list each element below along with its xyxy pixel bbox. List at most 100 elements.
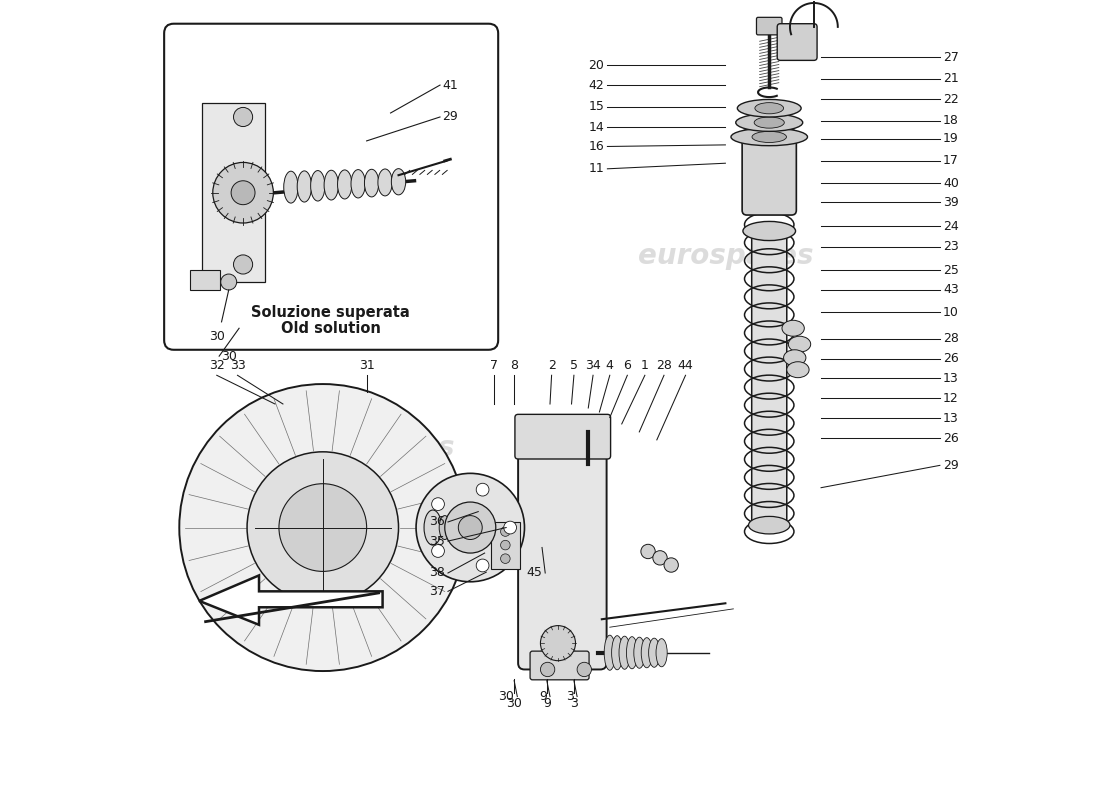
Circle shape [500,540,510,550]
Circle shape [233,107,253,126]
Text: 19: 19 [943,132,959,145]
Circle shape [431,498,444,510]
Ellipse shape [284,171,298,203]
Circle shape [504,521,517,534]
Circle shape [540,662,554,677]
Text: 2: 2 [548,359,556,372]
Text: 14: 14 [588,121,604,134]
Ellipse shape [604,635,615,670]
Circle shape [233,255,253,274]
FancyBboxPatch shape [201,103,265,282]
Text: eurospares: eurospares [638,242,813,270]
Ellipse shape [392,169,406,195]
Text: 38: 38 [429,566,444,579]
FancyBboxPatch shape [751,230,786,526]
Text: 3: 3 [566,690,574,703]
Text: 4: 4 [606,359,614,372]
Circle shape [179,384,466,671]
Text: 13: 13 [943,412,959,425]
Ellipse shape [786,362,810,378]
Text: 30: 30 [506,697,522,710]
Text: 5: 5 [570,359,578,372]
Text: 30: 30 [498,690,514,703]
Text: 31: 31 [359,359,374,372]
Ellipse shape [748,516,790,534]
Ellipse shape [626,637,638,669]
Ellipse shape [752,131,786,142]
Text: 10: 10 [943,306,959,319]
Ellipse shape [612,636,623,670]
Ellipse shape [378,169,393,196]
Text: 29: 29 [943,459,959,472]
FancyBboxPatch shape [164,24,498,350]
Text: Old solution: Old solution [280,322,381,336]
Circle shape [476,559,490,572]
Text: 1: 1 [641,359,649,372]
Text: 35: 35 [429,534,444,548]
Ellipse shape [742,222,795,241]
Polygon shape [199,575,383,625]
Ellipse shape [656,638,668,666]
Ellipse shape [783,350,806,366]
Ellipse shape [439,515,450,539]
Text: 28: 28 [943,332,959,345]
Text: 22: 22 [943,93,959,106]
Circle shape [416,474,525,582]
Ellipse shape [755,102,783,114]
Text: Soluzione superata: Soluzione superata [252,306,410,320]
Circle shape [476,483,490,496]
Text: 30: 30 [209,330,224,343]
Text: 32: 32 [209,359,224,372]
Ellipse shape [364,170,378,197]
Text: 44: 44 [678,359,693,372]
Ellipse shape [641,544,656,558]
Ellipse shape [732,128,807,146]
Text: 40: 40 [943,177,959,190]
FancyBboxPatch shape [491,522,519,569]
Text: 23: 23 [943,241,959,254]
Ellipse shape [310,170,324,201]
Text: 33: 33 [230,359,245,372]
Circle shape [540,626,575,661]
Text: 8: 8 [510,359,518,372]
Text: 9: 9 [539,690,547,703]
Text: eurospares: eurospares [279,434,454,462]
Ellipse shape [737,99,801,117]
Text: 39: 39 [943,196,959,209]
Text: 21: 21 [943,72,959,86]
Text: 16: 16 [588,140,604,153]
Text: 6: 6 [624,359,631,372]
Ellipse shape [424,510,441,545]
Ellipse shape [789,336,811,352]
Ellipse shape [641,638,652,668]
Text: 24: 24 [943,220,959,233]
Ellipse shape [664,558,679,572]
Text: 20: 20 [588,58,604,72]
FancyBboxPatch shape [189,270,220,290]
Text: 45: 45 [526,566,542,579]
Text: 11: 11 [588,162,604,175]
Text: 12: 12 [943,392,959,405]
FancyBboxPatch shape [515,414,611,459]
Text: 13: 13 [943,372,959,385]
Circle shape [459,515,482,539]
Text: 9: 9 [543,697,551,710]
Text: 43: 43 [943,283,959,297]
FancyBboxPatch shape [757,18,782,35]
Text: 27: 27 [943,50,959,64]
Ellipse shape [649,638,660,667]
Ellipse shape [782,320,804,336]
Circle shape [444,502,496,553]
Ellipse shape [755,117,784,128]
Text: 15: 15 [588,100,604,113]
Ellipse shape [619,636,630,670]
Ellipse shape [736,114,803,131]
Ellipse shape [652,550,668,565]
Text: 28: 28 [656,359,672,372]
FancyBboxPatch shape [530,651,590,680]
Text: 26: 26 [943,352,959,365]
FancyBboxPatch shape [778,24,817,60]
Text: 18: 18 [943,114,959,127]
Circle shape [578,662,592,677]
Circle shape [231,181,255,205]
